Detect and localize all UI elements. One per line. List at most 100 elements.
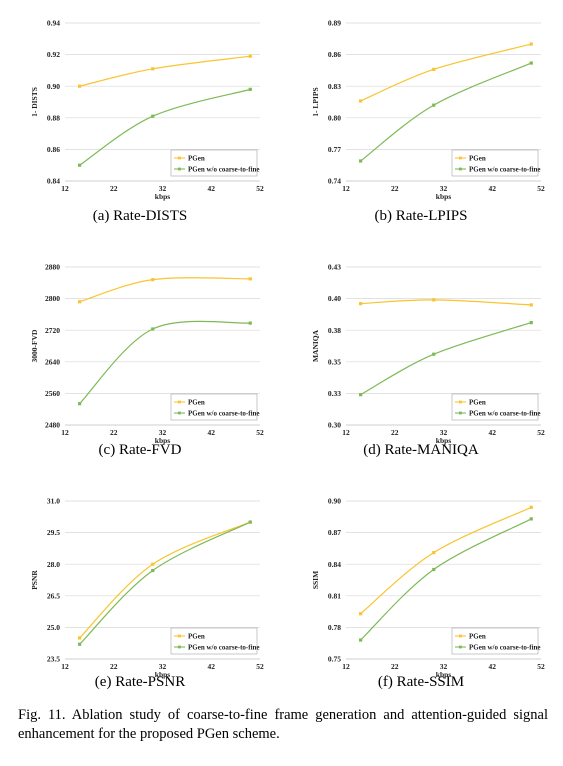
legend-entry-label: PGen	[188, 398, 205, 406]
y-tick-label: 0.88	[47, 113, 60, 122]
x-tick-label: 42	[489, 428, 497, 437]
x-axis-label: kbps	[436, 436, 452, 445]
x-tick-label: 32	[159, 184, 167, 193]
y-tick-label: 0.90	[47, 82, 60, 91]
x-tick-label: 52	[537, 662, 545, 671]
y-tick-label: 28.0	[47, 560, 60, 569]
legend-entry-label: PGen w/o coarse-to-fine	[188, 643, 260, 651]
x-tick-label: 12	[342, 184, 350, 193]
subfigure-caption: (c) Rate-FVD	[98, 442, 182, 458]
y-tick-label: 0.90	[328, 497, 341, 506]
y-axis-label: 1- LPIPS	[311, 87, 320, 116]
x-tick-label: 12	[342, 662, 350, 671]
x-tick-label: 42	[208, 184, 216, 193]
series-marker	[78, 402, 82, 406]
x-tick-label: 32	[440, 428, 448, 437]
y-tick-label: 29.5	[47, 528, 60, 537]
series-marker	[248, 54, 252, 58]
legend-box	[451, 627, 539, 655]
series-line	[79, 521, 251, 645]
x-tick-label: 52	[537, 184, 545, 193]
x-tick-label: 32	[159, 428, 167, 437]
y-tick-label: 0.74	[328, 177, 341, 186]
x-tick-label: 52	[256, 184, 264, 193]
y-tick-label: 31.0	[47, 497, 60, 506]
y-tick-label: 0.84	[328, 560, 341, 569]
series-marker	[151, 327, 155, 331]
chart-panel-rate-ssim: 0.75 0.78 0.81 0.84 0.87 0.90 12 22 32 42 52 kbps SS…	[281, 478, 561, 723]
chart-svg: 0.84 0.86 0.88 0.90 0.92 0.94 12 22 32 42 52 kbps 1-…	[30, 19, 264, 201]
y-tick-label: 0.38	[328, 326, 341, 335]
legend-swatch-marker	[459, 411, 462, 415]
series-marker	[359, 612, 363, 616]
y-tick-label: 2880	[45, 263, 60, 272]
chart-panel-rate-maniqa: 0.30 0.33 0.35 0.38 0.40 0.43 12 22 32 42 52 kbps MA…	[281, 244, 561, 489]
y-tick-label: 2560	[45, 389, 60, 398]
y-tick-label: 0.77	[328, 145, 341, 154]
x-tick-label: 32	[159, 662, 167, 671]
y-tick-label: 2480	[45, 421, 60, 430]
series-marker	[432, 567, 436, 572]
chart-svg: 0.74 0.77 0.80 0.83 0.86 0.89 12 22 32 42 52 kbps 1-…	[311, 19, 545, 201]
series-line	[79, 277, 251, 303]
subfigure-caption: (a) Rate-DISTS	[92, 208, 188, 224]
series-line	[360, 62, 532, 162]
y-tick-label: 2720	[45, 326, 60, 335]
series-marker	[432, 352, 436, 356]
legend-swatch-marker	[459, 156, 462, 160]
subfigure-caption: (d) Rate-MANIQA	[363, 442, 479, 458]
legend-box	[170, 149, 258, 177]
series-marker	[432, 67, 436, 71]
legend-entry-label: PGen w/o coarse-to-fine	[469, 643, 541, 651]
series-marker	[529, 42, 533, 46]
y-tick-label: 0.86	[328, 50, 341, 59]
series-marker	[78, 636, 82, 640]
x-tick-label: 52	[537, 428, 545, 437]
x-tick-label: 32	[440, 184, 448, 193]
legend-box	[170, 393, 258, 421]
legend-entry-label: PGen	[469, 154, 486, 162]
y-tick-label: 26.5	[47, 591, 60, 600]
y-axis-label: 1- DISTS	[30, 87, 39, 117]
y-tick-label: 0.87	[328, 528, 341, 537]
y-tick-label: 0.86	[47, 145, 60, 154]
y-tick-label: 0.43	[328, 263, 341, 272]
series-marker	[359, 99, 363, 103]
y-axis-label: MANIQA	[311, 329, 320, 362]
series-line	[79, 320, 251, 405]
y-tick-label: 0.30	[328, 421, 341, 430]
figure-caption: Fig. 11. Ablation study of coarse-to-fin…	[18, 707, 548, 742]
y-tick-label: 0.35	[328, 357, 341, 366]
legend-entry-label: PGen	[469, 398, 486, 406]
legend-box	[451, 393, 539, 421]
legend-swatch-marker	[459, 400, 462, 404]
series-marker	[78, 300, 82, 304]
legend-entry-label: PGen	[188, 154, 205, 162]
series-marker	[151, 67, 155, 71]
x-tick-label: 22	[110, 428, 118, 437]
series-marker	[248, 87, 252, 91]
chart-svg: 0.30 0.33 0.35 0.38 0.40 0.43 12 22 32 42 52 kbps MA…	[311, 263, 545, 445]
y-tick-label: 0.83	[328, 82, 341, 91]
legend-entry-label: PGen w/o coarse-to-fine	[188, 165, 260, 173]
x-tick-label: 12	[61, 662, 69, 671]
series-marker	[529, 61, 533, 65]
x-axis-label: kbps	[436, 670, 452, 679]
series-line	[360, 506, 532, 615]
chart-svg: 2480 2560 2640 2720 2800 2880 12 22 32 42 52 kbps 30…	[30, 263, 264, 445]
legend-swatch-marker	[178, 167, 181, 171]
y-tick-label: 25.0	[47, 623, 60, 632]
legend-swatch-marker	[178, 156, 181, 160]
x-tick-label: 52	[256, 662, 264, 671]
y-tick-label: 0.84	[47, 177, 60, 186]
y-tick-label: 0.94	[47, 19, 60, 28]
x-tick-label: 22	[110, 662, 118, 671]
legend-swatch-marker	[459, 645, 462, 649]
series-line	[79, 521, 251, 639]
x-tick-label: 22	[110, 184, 118, 193]
legend-swatch-marker	[178, 634, 181, 638]
series-marker	[78, 642, 82, 646]
legend-entry-label: PGen	[469, 632, 486, 640]
series-marker	[359, 638, 363, 642]
series-marker	[359, 159, 363, 163]
